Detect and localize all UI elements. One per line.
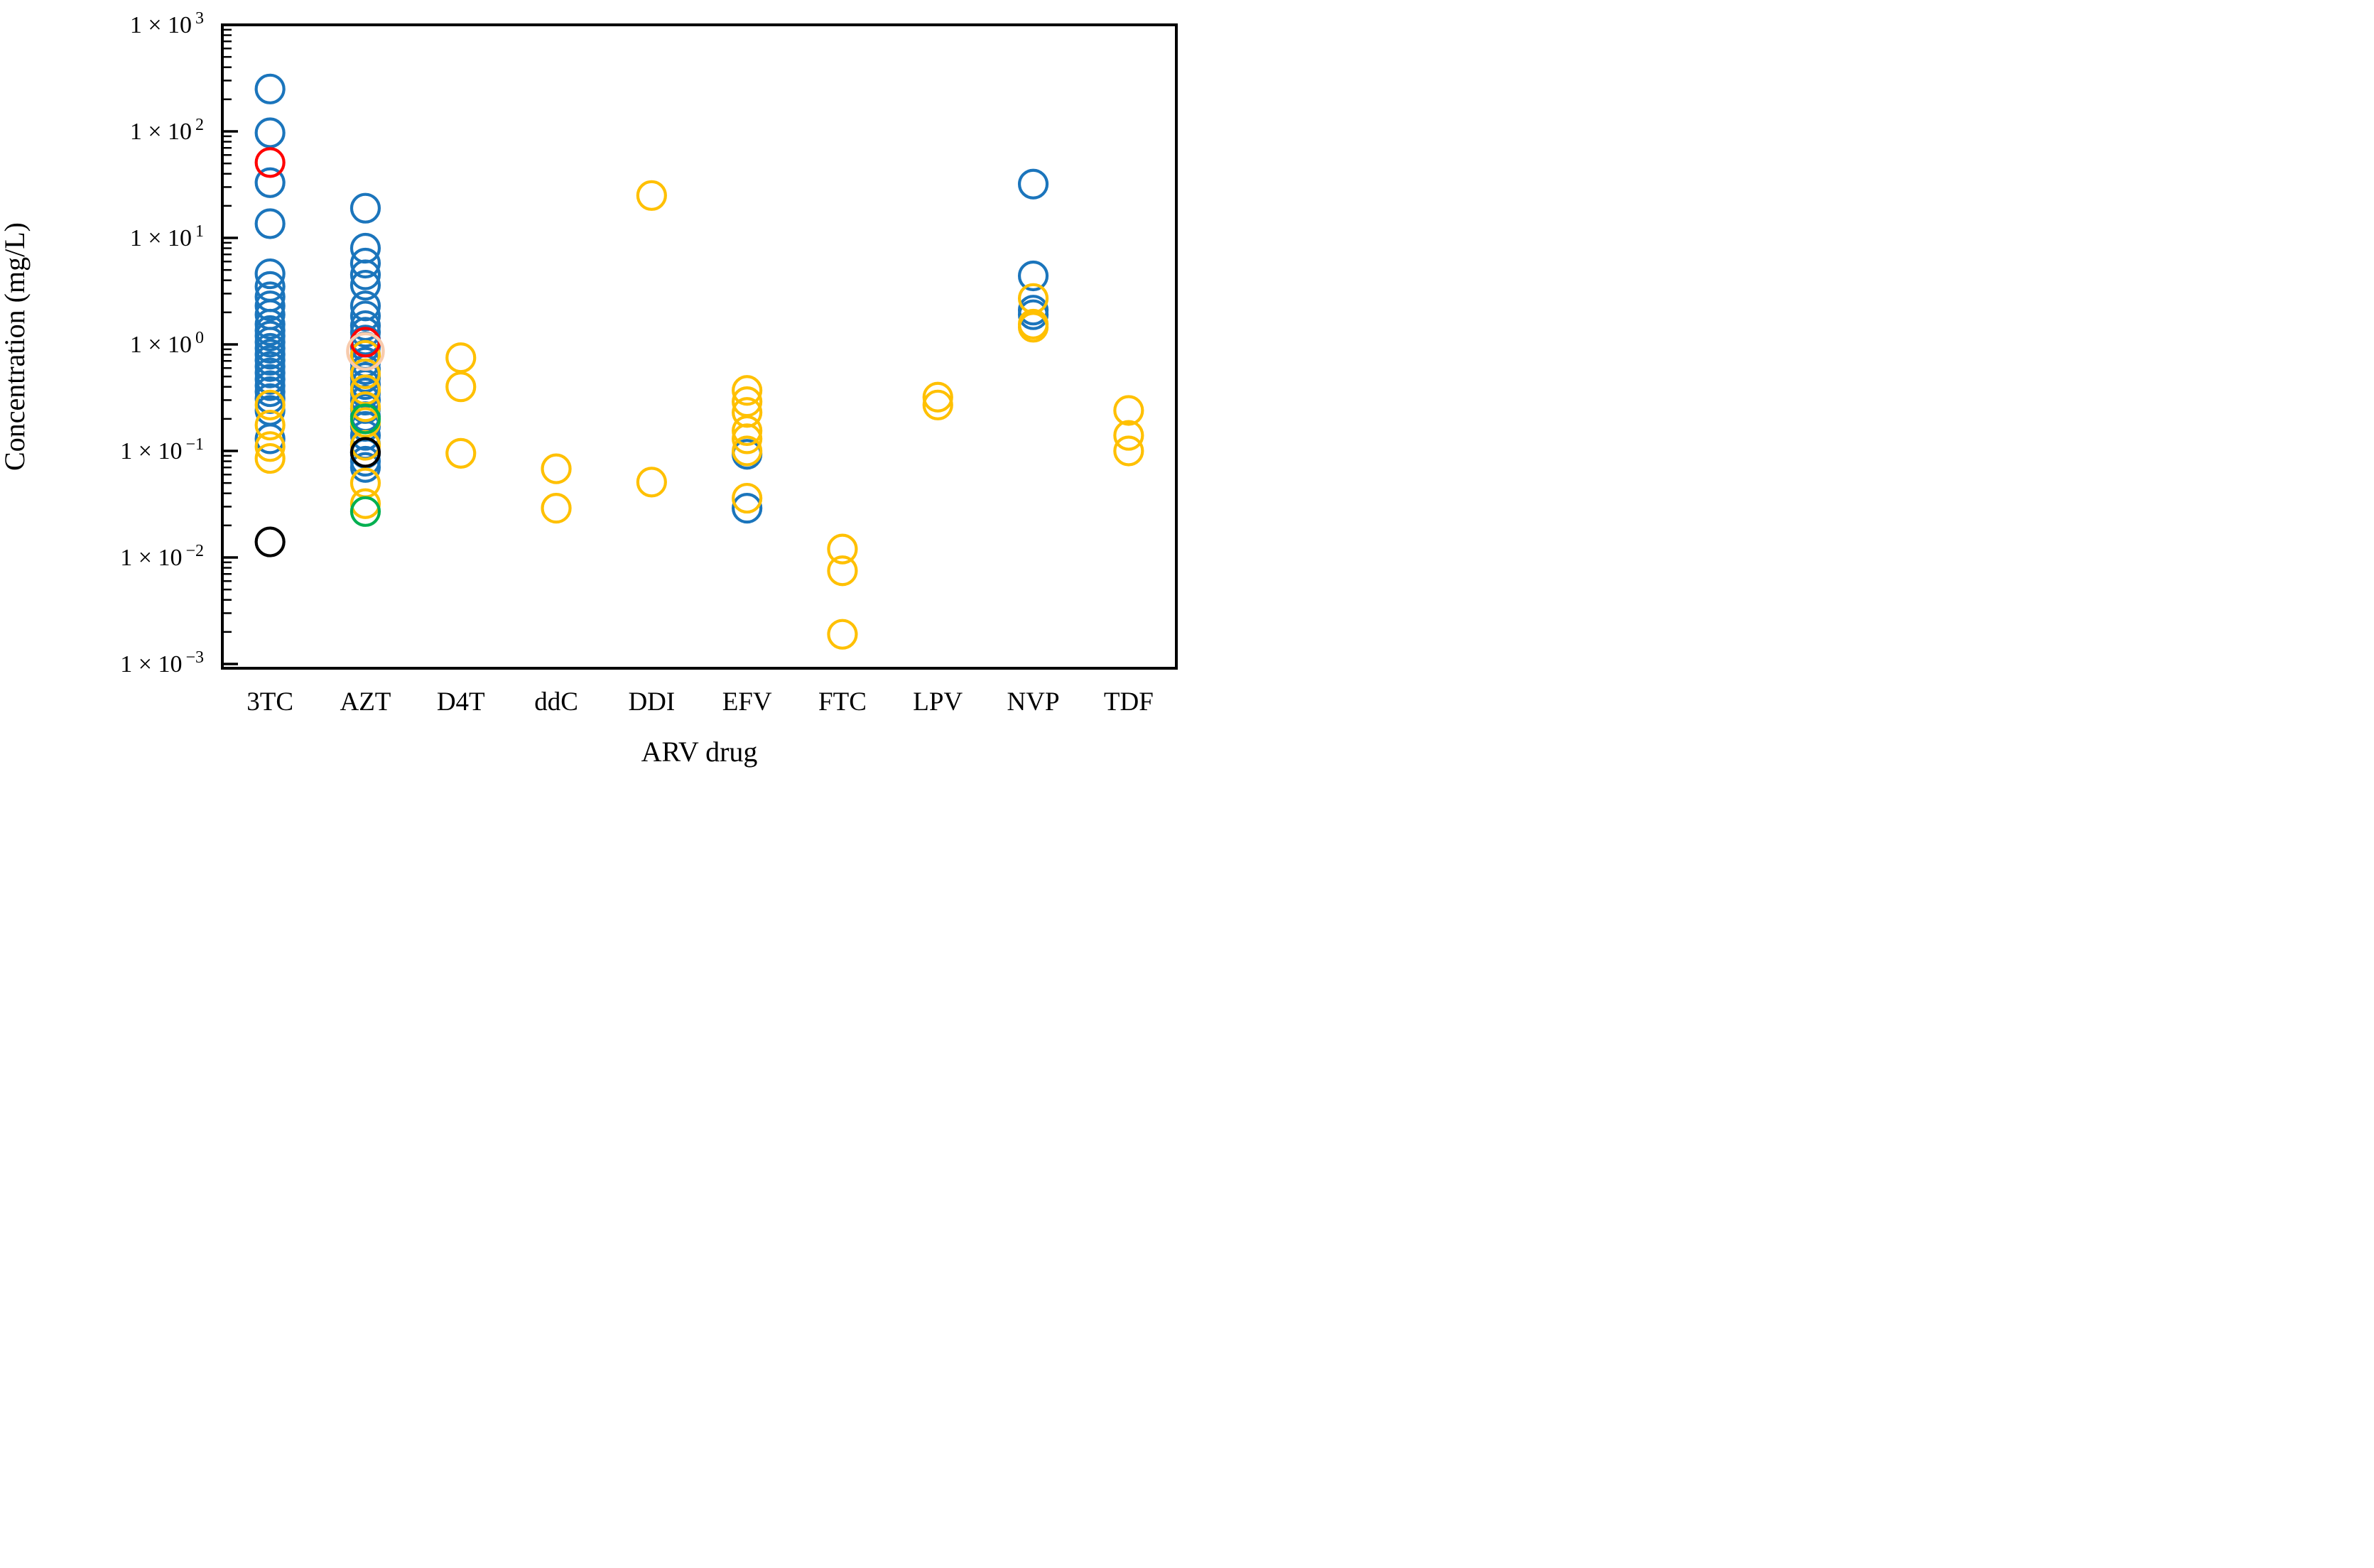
data-point-yellow-EFV (732, 415, 763, 447)
data-point-yellow-3TC (254, 409, 286, 441)
data-point-blue-3TC (254, 167, 286, 198)
data-point-blue-NVP (1017, 299, 1049, 330)
data-point-yellow-AZT (349, 358, 381, 389)
data-point-yellow-TDF (1113, 420, 1144, 451)
data-point-blue-AZT (349, 192, 381, 224)
x-axis-category-label: AZT (340, 687, 391, 717)
data-point-blue-3TC (254, 73, 286, 104)
x-axis-title: ARV drug (641, 736, 758, 768)
data-point-yellow-TDF (1113, 395, 1144, 426)
x-axis-category-label: NVP (1007, 687, 1060, 717)
x-axis-category-label: 3TC (246, 687, 293, 717)
data-point-peach-AZT (346, 332, 385, 371)
data-point-blue-3TC (254, 376, 286, 408)
y-axis-tick-label: 1 × 10 2 (130, 116, 204, 145)
data-point-green-AZT (349, 496, 381, 527)
data-point-blue-3TC (254, 117, 286, 148)
data-point-yellow-LPV (922, 389, 953, 420)
data-point-yellow-FTC (827, 619, 858, 650)
data-point-red-3TC (254, 147, 286, 178)
data-point-yellow-AZT (349, 391, 381, 423)
data-point-black-3TC (254, 526, 286, 557)
y-axis-tick-label: 1 × 10 −2 (120, 542, 204, 571)
data-point-blue-AZT (349, 300, 381, 332)
data-point-yellow-EFV (732, 482, 763, 514)
data-point-green-AZT (349, 403, 381, 435)
scatter-plot-canvas: 1 × 10 3 1 × 10 2 1 × 10 1 1 × 10 0 1 × 10 −1 1 × … (0, 9, 1178, 768)
x-axis-category-label: LPV (913, 687, 963, 717)
data-point-blue-3TC (254, 423, 286, 454)
data-point-yellow-3TC (254, 431, 286, 462)
y-axis-tick-label: 1 × 10 0 (130, 329, 204, 358)
data-point-yellow-LPV (922, 381, 953, 413)
y-axis-tick-label: 1 × 10 −3 (120, 648, 204, 677)
data-point-blue-3TC (254, 290, 286, 322)
data-point-blue-AZT (349, 269, 381, 301)
y-axis-tick-label: 1 × 10 −1 (120, 435, 204, 464)
data-point-yellow-FTC (827, 555, 858, 587)
x-axis-category-label: D4T (437, 687, 485, 717)
y-axis-title: Concentration (mg/L) (0, 222, 31, 471)
y-axis-tick-label: 1 × 10 3 (130, 9, 204, 38)
data-point-yellow-EFV (732, 435, 763, 467)
data-point-yellow-3TC (254, 442, 286, 474)
data-point-yellow-FTC (827, 533, 858, 565)
data-point-blue-EFV (732, 493, 763, 524)
data-point-blue-3TC (254, 208, 286, 239)
x-axis-category-label: ddC (534, 687, 578, 717)
data-point-yellow-EFV (732, 375, 763, 406)
data-point-yellow-D4T (445, 342, 477, 374)
data-point-blue-NVP (1017, 260, 1049, 292)
data-point-yellow-EFV (732, 423, 763, 454)
data-point-yellow-TDF (1113, 435, 1144, 467)
data-point-yellow-ddC (541, 493, 572, 524)
data-point-yellow-AZT (349, 488, 381, 519)
data-point-yellow-DDI (636, 467, 667, 498)
x-axis-category-label: DDI (628, 687, 675, 717)
data-point-yellow-DDI (636, 180, 667, 211)
data-point-yellow-3TC (254, 389, 286, 420)
data-point-blue-NVP (1017, 168, 1049, 200)
data-point-blue-AZT (349, 247, 381, 279)
data-point-yellow-NVP (1017, 312, 1049, 343)
data-point-black-AZT (349, 437, 381, 468)
x-axis-category-label: EFV (722, 687, 772, 717)
data-point-yellow-D4T (445, 371, 477, 403)
data-point-yellow-D4T (445, 437, 477, 469)
data-point-yellow-ddC (541, 453, 572, 484)
plot-frame (221, 23, 1178, 670)
data-point-blue-3TC (254, 258, 286, 290)
data-point-blue-AZT (349, 317, 381, 348)
data-point-blue-AZT (349, 452, 381, 483)
scatter-plot-figure: 1 × 10 3 1 × 10 2 1 × 10 1 1 × 10 0 1 × 10 −1 1 × … (0, 0, 1187, 784)
x-axis-category-label: TDF (1104, 687, 1154, 717)
x-axis-category-label: FTC (818, 687, 867, 717)
y-axis-tick-label: 1 × 10 1 (130, 222, 204, 251)
data-point-blue-AZT (349, 259, 381, 290)
